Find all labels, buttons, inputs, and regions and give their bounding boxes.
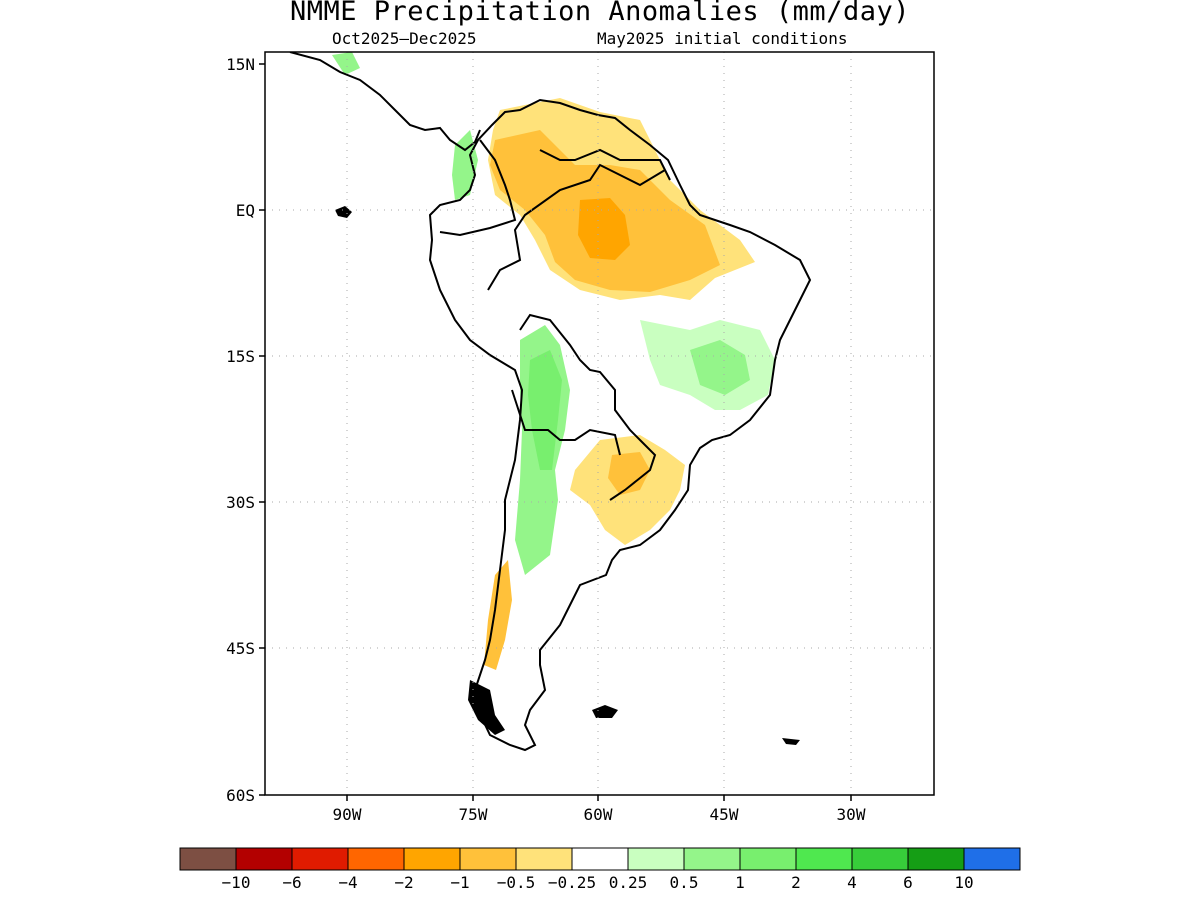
chile-archipelago <box>468 680 505 735</box>
colorbar-tick-label: −0.25 <box>548 873 596 892</box>
colorbar-swatch <box>403 847 461 871</box>
initial-conditions: May2025 initial conditions <box>597 29 848 48</box>
lat-label-60S: 60S <box>226 786 255 805</box>
coastlines <box>289 52 812 752</box>
lat-label-45S: 45S <box>226 639 255 658</box>
islands <box>335 206 800 745</box>
longitude-labels: 90W 75W 60W 45W 30W <box>333 805 866 824</box>
colorbar-swatch <box>235 847 293 871</box>
dry-region-southern-chile <box>484 560 512 670</box>
colorbar-swatch <box>627 847 685 871</box>
colorbar-swatch <box>459 847 517 871</box>
colorbar-tick-label: −10 <box>222 873 251 892</box>
central-america-coastline <box>289 52 481 152</box>
lat-label-EQ: EQ <box>236 201 255 220</box>
lon-label-75W: 75W <box>459 805 488 824</box>
border-andes <box>519 313 657 501</box>
dry-region-parana-core <box>608 452 650 495</box>
colorbar-swatch <box>347 847 405 871</box>
wet-region-andes-core <box>528 350 562 470</box>
latitude-labels: 15N EQ 15S 30S 45S 60S <box>226 55 255 805</box>
colorbar-tick-label: 4 <box>847 873 857 892</box>
colorbar-swatch <box>571 847 629 871</box>
border-interior-south <box>511 389 621 456</box>
colorbar-tick-label: 0.5 <box>670 873 699 892</box>
colorbar-labels: −10 −6 −4 −2 −1 −0.5 −0.25 0.25 0.5 1 2 4 6 10 <box>222 873 974 892</box>
colorbar-tick-label: 10 <box>954 873 973 892</box>
map-frame <box>264 51 935 796</box>
lon-label-30W: 30W <box>837 805 866 824</box>
wet-region-central-america <box>332 52 360 75</box>
colorbar-swatch <box>683 847 741 871</box>
dry-region-amazon-peak <box>578 198 630 260</box>
lat-label-15N: 15N <box>226 55 255 74</box>
lon-label-60W: 60W <box>584 805 613 824</box>
south-georgia <box>782 738 800 745</box>
dry-anomaly-regions <box>484 98 755 670</box>
colorbar-swatch <box>907 847 965 871</box>
colorbar-tick-label: 1 <box>735 873 745 892</box>
axis-ticks <box>259 63 852 801</box>
forecast-period: Oct2025–Dec2025 <box>332 29 477 48</box>
colorbar <box>179 847 1021 871</box>
colorbar-tick-label: −1 <box>450 873 469 892</box>
colorbar-swatch <box>291 847 349 871</box>
colorbar-tick-label: −2 <box>394 873 413 892</box>
colorbar-tick-label: −6 <box>282 873 301 892</box>
lat-label-15S: 15S <box>226 347 255 366</box>
map-title: NMME Precipitation Anomalies (mm/day) <box>290 0 910 27</box>
lon-label-90W: 90W <box>333 805 362 824</box>
graticule <box>265 52 934 795</box>
wet-anomaly-regions <box>332 52 775 575</box>
colorbar-swatch <box>739 847 797 871</box>
colorbar-tick-label: −4 <box>338 873 357 892</box>
colorbar-swatch <box>179 847 237 871</box>
colorbar-tick-label: −0.5 <box>497 873 536 892</box>
colorbar-tick-label: 2 <box>791 873 801 892</box>
wet-region-east-brazil-core <box>690 340 750 395</box>
lon-label-45W: 45W <box>710 805 739 824</box>
colorbar-swatch <box>963 847 1021 871</box>
border-colombia <box>439 139 517 237</box>
galapagos-islands <box>335 206 352 218</box>
colorbar-swatch <box>795 847 853 871</box>
colorbar-swatch <box>515 847 573 871</box>
colorbar-swatch <box>851 847 909 871</box>
lat-label-30S: 30S <box>226 493 255 512</box>
falkland-islands <box>592 705 618 718</box>
south-america-coastline <box>428 98 812 752</box>
colorbar-tick-label: 6 <box>903 873 913 892</box>
border-interior-north <box>487 163 666 291</box>
border-guianas <box>539 148 671 181</box>
colorbar-tick-label: 0.25 <box>609 873 648 892</box>
